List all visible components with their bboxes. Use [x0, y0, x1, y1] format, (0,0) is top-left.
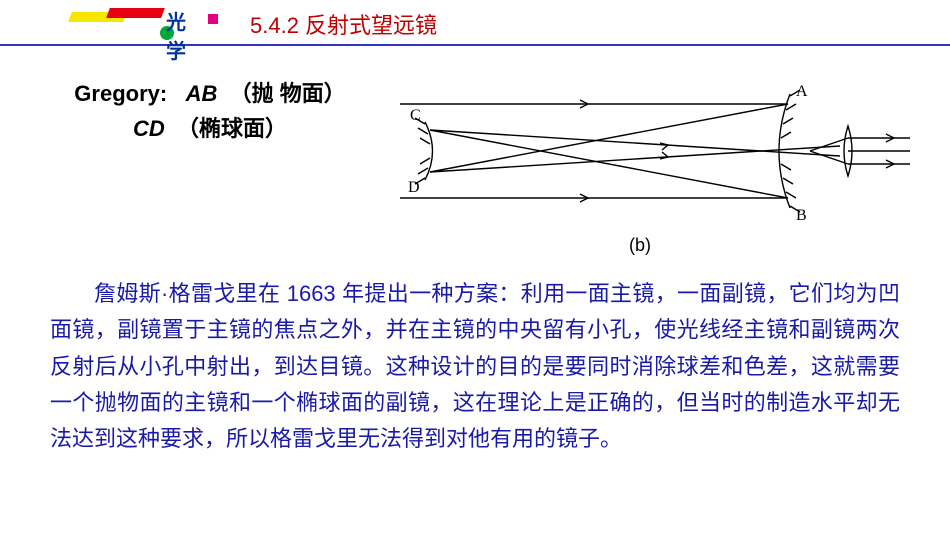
section-title: 5.4.2 反射式望远镜	[250, 8, 437, 40]
slide-header: 光学 5.4.2 反射式望远镜	[0, 0, 950, 46]
content-top-row: Gregory: AB （抛 物面） CD （椭球面）	[0, 46, 950, 256]
diagram-label-c: C	[410, 107, 421, 124]
gregory-cd: CD	[133, 116, 165, 141]
diagram-label-d: D	[408, 179, 420, 196]
logo-red-bar	[106, 8, 165, 18]
diagram-label-b: B	[796, 207, 807, 224]
gregory-cd-note: （椭球面）	[177, 116, 287, 141]
diagram-label-a: A	[796, 83, 808, 100]
body-paragraph: 詹姆斯·格雷戈里在 1663 年提出一种方案：利用一面主镜，一面副镜，它们均为凹…	[0, 256, 950, 457]
logo-magenta-square	[208, 14, 218, 24]
diagram-wrap: A B C D (b)	[360, 76, 920, 256]
gregory-prefix: Gregory:	[74, 81, 167, 106]
gregory-ab: AB	[186, 81, 218, 106]
logo-text: 光学	[166, 6, 186, 64]
gregory-ab-note: （抛 物面）	[230, 81, 346, 106]
diagram-caption: (b)	[360, 235, 920, 256]
gregory-label: Gregory: AB （抛 物面） CD （椭球面）	[60, 76, 360, 146]
logo-block: 光学	[70, 8, 180, 40]
telescope-diagram: A B C D	[370, 76, 910, 226]
